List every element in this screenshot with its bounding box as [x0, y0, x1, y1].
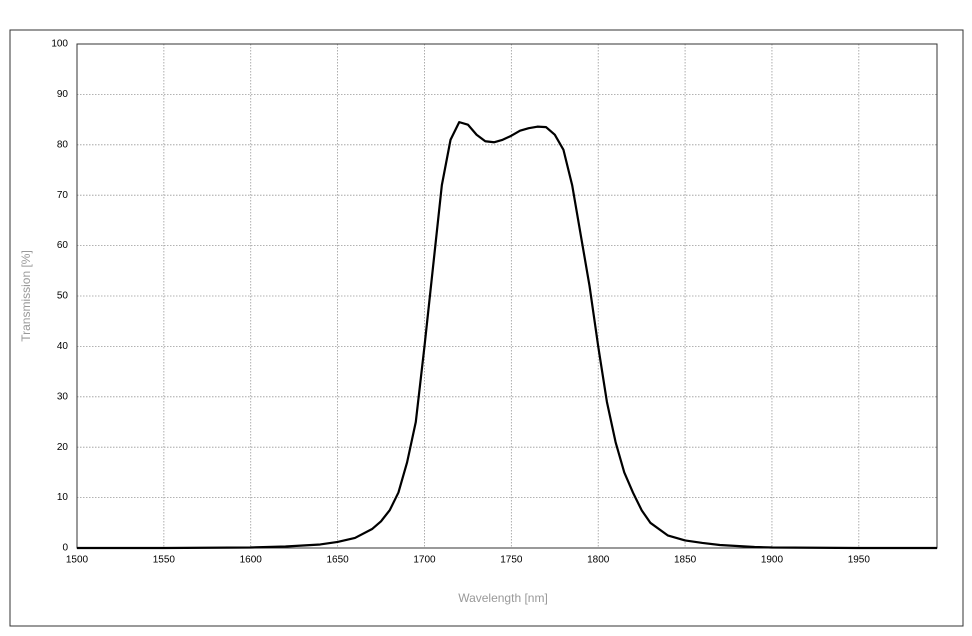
y-tick-label: 10: [57, 492, 69, 503]
x-tick-label: 1650: [326, 555, 349, 566]
x-tick-label: 1500: [66, 555, 89, 566]
y-tick-label: 50: [57, 291, 69, 302]
y-tick-label: 20: [57, 442, 69, 453]
y-tick-label: 70: [57, 190, 69, 201]
frame: [9, 29, 964, 627]
x-tick-label: 1900: [761, 555, 784, 566]
x-axis-label: Wavelength [nm]: [458, 591, 548, 605]
x-tick-label: 1550: [153, 555, 176, 566]
x-tick-label: 1600: [240, 555, 263, 566]
y-tick-label: 100: [51, 39, 68, 50]
x-tick-label: 1750: [500, 555, 523, 566]
y-tick-label: 90: [57, 89, 69, 100]
x-tick-label: 1950: [848, 555, 871, 566]
data-line: [77, 121, 937, 550]
y-tick-label: 80: [57, 139, 69, 150]
x-tick-label: 1700: [413, 555, 436, 566]
y-tick-label: 60: [57, 240, 69, 251]
plot-border: [76, 43, 938, 549]
y-tick-label: 0: [62, 543, 68, 554]
y-tick-label: 30: [57, 391, 69, 402]
x-tick-label: 1850: [674, 555, 697, 566]
x-tick-label: 1800: [587, 555, 610, 566]
y-tick-label: 40: [57, 341, 69, 352]
y-axis-label: Transmission [%]: [19, 250, 33, 342]
